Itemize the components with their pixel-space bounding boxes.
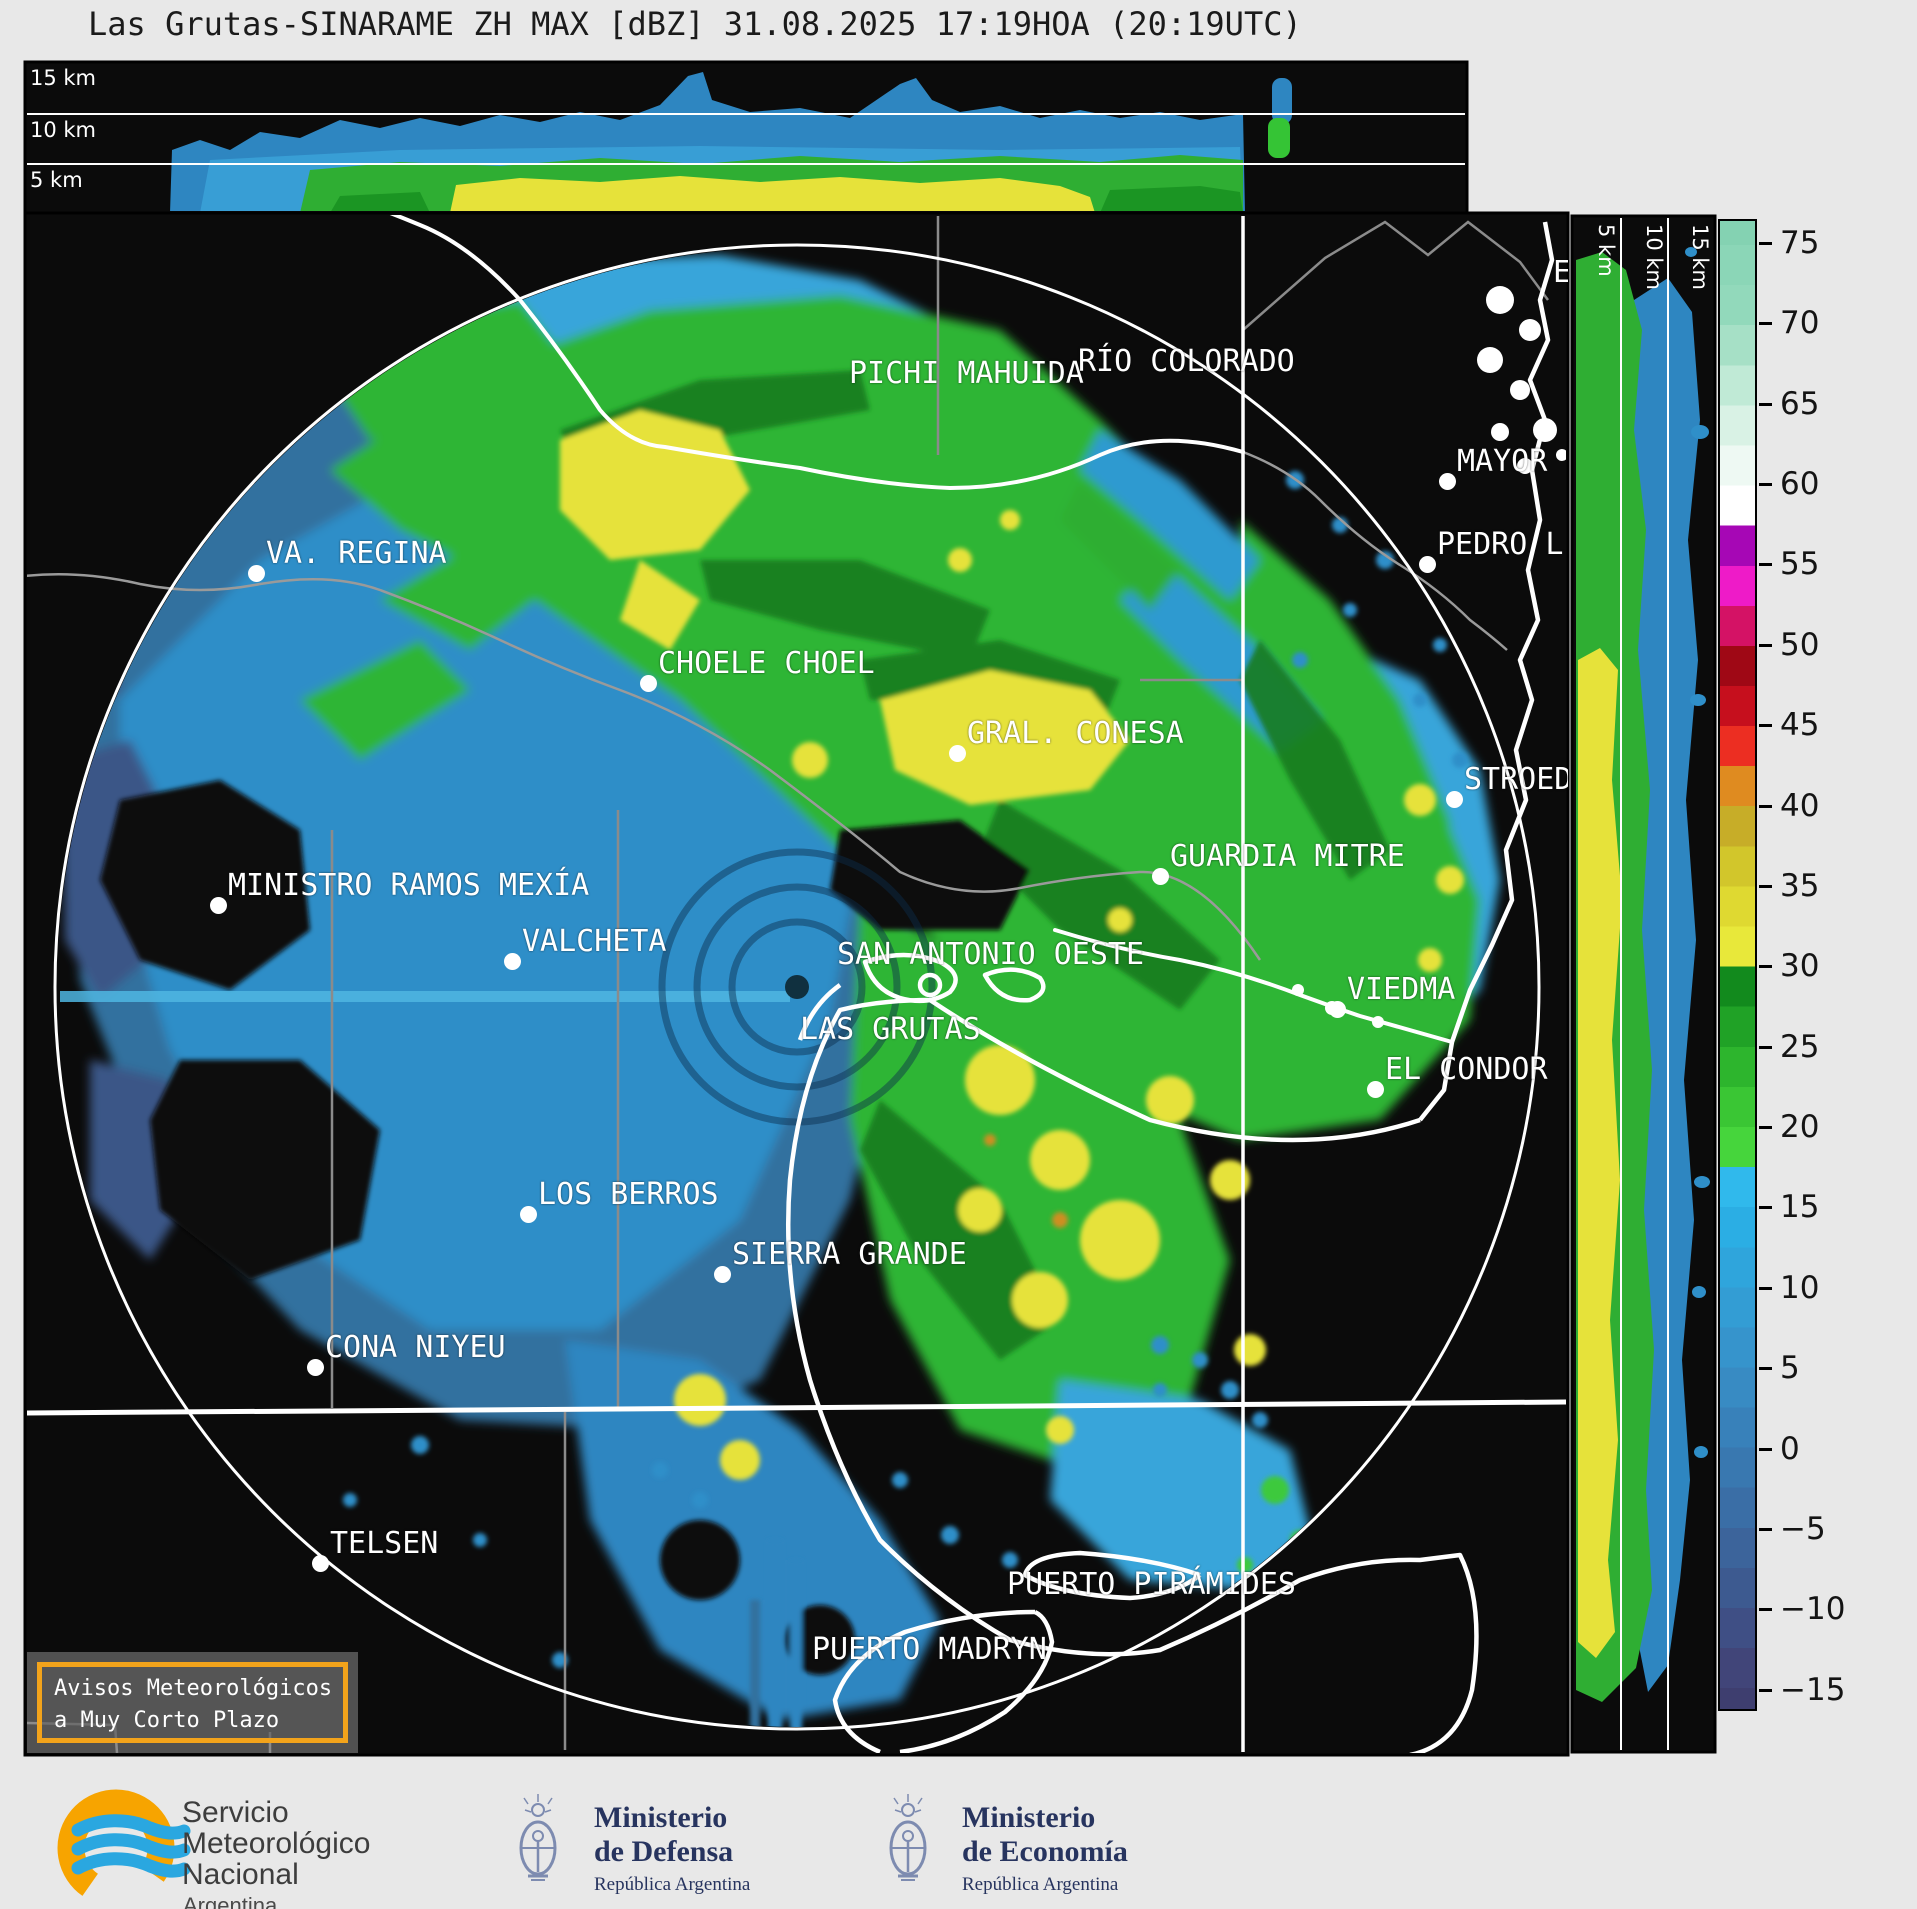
city-dot (504, 953, 521, 970)
colorbar-tick-20: 20 (1759, 1110, 1869, 1144)
smn-logo-text-line2: Meteorológico (182, 1827, 371, 1860)
city-dot (949, 745, 966, 762)
side-panel-label-15km: 15 km (1688, 224, 1712, 291)
smn-logo-text-line3: Nacional (182, 1858, 299, 1891)
colorbar-tick-15: 15 (1759, 1190, 1869, 1224)
colorbar-tick-35: 35 (1759, 869, 1869, 903)
clipped-city-label-fragment: E (1553, 255, 1568, 290)
economia-title-line1: Ministerio (962, 1801, 1096, 1834)
colorbar-tick-70: 70 (1759, 306, 1869, 340)
city-dot (307, 1359, 324, 1376)
city-label-san-antonio-oeste: SAN ANTONIO OESTE (837, 937, 1145, 972)
city-label-puerto-madryn: PUERTO MADRYN (812, 1632, 1047, 1667)
city-label-viedma: VIEDMA (1329, 972, 1455, 1018)
economia-title-line2: de Economía (962, 1835, 1128, 1868)
colorbar-tick-40: 40 (1759, 789, 1869, 823)
main-radar-map (23, 211, 1570, 1757)
estuary-islands (1477, 286, 1566, 474)
city-label-va-regina: VA. REGINA (248, 536, 447, 582)
page-title: Las Grutas-SINARAME ZH MAX [dBZ] 31.08.2… (88, 5, 1302, 43)
colorbar-tick-60: 60 (1759, 467, 1869, 501)
side-panel-label-10km: 10 km (1642, 224, 1666, 291)
city-label-telsen: TELSEN (312, 1526, 438, 1572)
colorbar-tick-0: 0 (1759, 1432, 1869, 1466)
city-label-las-grutas: LAS GRUTAS (800, 1012, 981, 1047)
warning-box: Avisos Meteorológicos a Muy Corto Plazo (27, 1652, 358, 1753)
defensa-subtitle: República Argentina (594, 1874, 751, 1895)
colorbar-tick-m10: −10 (1759, 1592, 1869, 1626)
city-dot (1367, 1081, 1384, 1098)
colorbar-tick-5: 5 (1759, 1351, 1869, 1385)
colorbar-tick-65: 65 (1759, 387, 1869, 421)
defensa-title-line1: Ministerio (594, 1801, 728, 1834)
city-dot (1152, 868, 1169, 885)
defensa-title-line2: de Defensa (594, 1835, 734, 1868)
city-label-cona-niyeu: CONA NIYEU (307, 1330, 506, 1376)
rio-negro-chubut-border (27, 1399, 1566, 1416)
colorbar-tick-m5: −5 (1759, 1512, 1869, 1546)
colorbar-tick-m15: −15 (1759, 1673, 1869, 1707)
smn-logo-text-line1: Servicio (182, 1796, 289, 1829)
city-dot (1439, 473, 1456, 490)
city-dot (210, 897, 227, 914)
city-label-puerto-piramides: PUERTO PIRÁMIDES (1007, 1567, 1296, 1602)
city-label-sierra-grande: SIERRA GRANDE (714, 1237, 967, 1283)
city-label-los-berros: LOS BERROS (520, 1177, 719, 1223)
city-label-ministro-ramos-mexia: MINISTRO RAMOS MEXÍA (210, 868, 589, 914)
coastline (785, 221, 1555, 1753)
defensa-arms-icon (519, 1792, 557, 1882)
side-cross-section-panel (1570, 214, 1717, 1754)
colorbar-tick-75: 75 (1759, 226, 1869, 260)
city-label-pichi-mahuida: PICHI MAHUIDA (849, 356, 1084, 391)
top-panel-label-15km: 15 km (30, 66, 97, 90)
city-dot (1446, 791, 1463, 808)
city-dot (520, 1206, 537, 1223)
city-label-choele-choel: CHOELE CHOEL (640, 646, 875, 692)
city-label-pedro-luro: PEDRO L (1419, 527, 1563, 573)
top-panel-label-10km: 10 km (30, 118, 97, 142)
side-panel-label-5km: 5 km (1594, 224, 1618, 277)
colorbar-tick-55: 55 (1759, 547, 1869, 581)
city-label-gral-conesa: GRAL. CONESA (949, 716, 1184, 762)
city-dot (248, 565, 265, 582)
top-panel-label-5km: 5 km (30, 168, 83, 192)
river-gray (27, 450, 1508, 961)
city-dot (1329, 1001, 1346, 1018)
top-cross-section-panel (23, 60, 1469, 215)
warning-box-inner: Avisos Meteorológicos a Muy Corto Plazo (37, 1662, 348, 1743)
range-ring (53, 243, 1541, 1731)
map-label-layer: PICHI MAHUIDA RÍO COLORADO VA. REGINA CH… (25, 213, 1568, 1755)
city-label-rio-colorado: RÍO COLORADO (1078, 344, 1295, 379)
colorbar-tick-50: 50 (1759, 628, 1869, 662)
colorbar-tick-25: 25 (1759, 1030, 1869, 1064)
colorbar-tick-45: 45 (1759, 708, 1869, 742)
city-label-guardia-mitre: GUARDIA MITRE (1152, 839, 1405, 885)
city-dot (714, 1266, 731, 1283)
smn-logo-text-line4: Argentina (183, 1893, 278, 1909)
economia-arms-icon (889, 1792, 927, 1882)
colorbar-tick-30: 30 (1759, 949, 1869, 983)
colorbar-bar (1718, 219, 1757, 1711)
city-dot (312, 1555, 329, 1572)
economia-subtitle: República Argentina (962, 1874, 1119, 1895)
colorbar-tick-10: 10 (1759, 1271, 1869, 1305)
ew-cross-section-streak (60, 991, 790, 1002)
river-white (389, 215, 1454, 1044)
city-label-mayor: MAYOR (1439, 444, 1547, 490)
city-label-stroeder: STROEDER (1446, 762, 1568, 808)
province-borders (27, 216, 1550, 1753)
city-label-el-condor: EL CONDOR (1367, 1052, 1548, 1098)
city-label-valcheta: VALCHETA (504, 924, 667, 970)
smn-logo (57, 1789, 191, 1907)
city-dot (1419, 556, 1436, 573)
city-dot (640, 675, 657, 692)
